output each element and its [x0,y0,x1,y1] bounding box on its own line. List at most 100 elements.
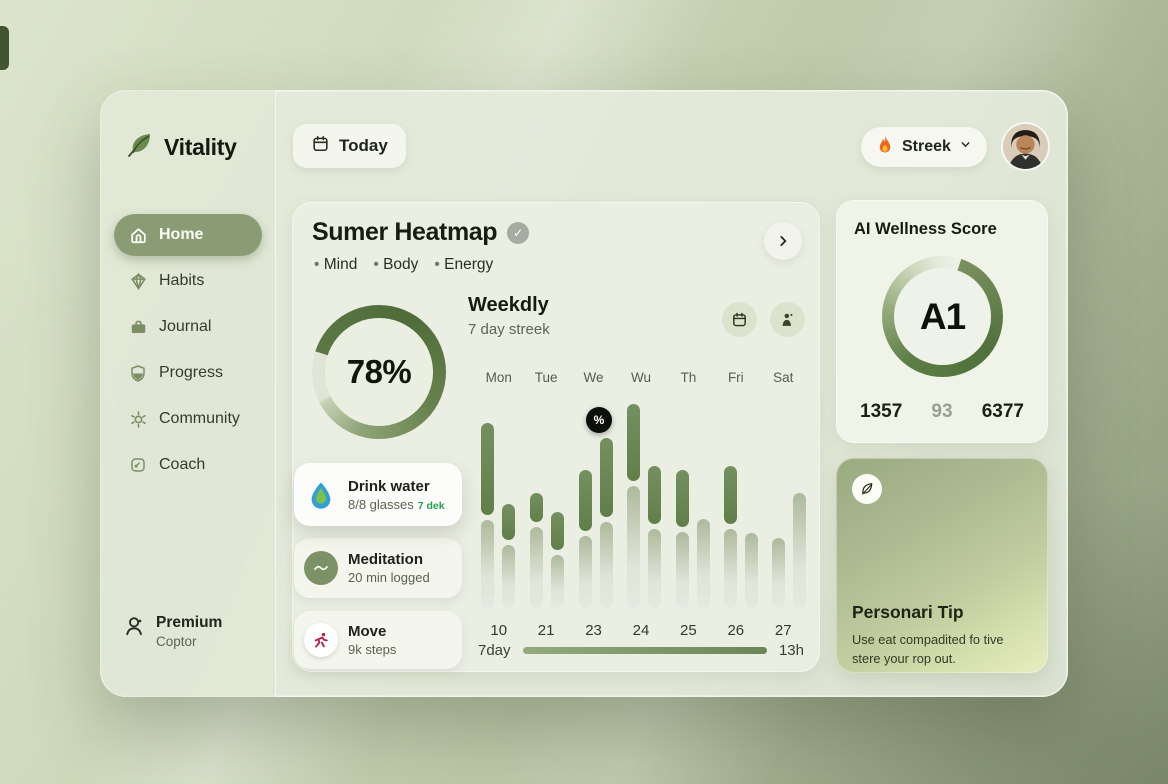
calendar-icon [311,134,330,158]
score-title: AI Wellness Score [854,220,997,238]
day-label: Th [680,370,697,385]
day-label: Tue [534,370,558,385]
runner-icon [304,623,338,657]
sidebar-item-label: Journal [159,318,212,335]
chart-bar [676,470,689,527]
tip-title: Personari Tip [852,602,964,622]
tip-leaf-icon [852,474,882,504]
brand: Vitality [126,130,237,165]
avatar[interactable] [1003,124,1048,169]
heatmap-card: Sumer Heatmap ✓ Mind Body Energy 78% Wee… [292,202,820,672]
chevron-down-icon [959,138,972,156]
weekly-progress-ring: 78% [312,305,446,439]
premium-link[interactable]: Premium Coptor [124,614,222,649]
sidebar-item-journal[interactable]: Journal [114,306,262,348]
sidebar-item-habits[interactable]: Habits [114,260,262,302]
chart-bar [793,493,806,608]
chart-footer: 7day 13h [478,642,804,659]
chart-bar [481,423,494,515]
habit-text: Drink water 8/8 glasses 7 dek [348,478,445,512]
today-button[interactable]: Today [293,124,406,168]
chart-bar [551,512,564,550]
day-label: Fri [727,370,744,385]
flame-icon [876,135,894,160]
weekly-header: Weekdly 7 day streek [468,294,550,338]
bar-chart: % [475,398,807,610]
streak-label: Streek [902,138,951,155]
sidebar: Vitality Home Habits Journal [100,90,276,697]
sidebar-item-coach[interactable]: Coach [114,444,262,486]
chart-bar [772,538,785,608]
chart-bar [627,486,640,608]
habit-title: Move [348,623,387,640]
chart-bar [648,466,661,524]
day-label: Sat [773,370,794,385]
premium-title: Premium [156,614,223,631]
axis-number: 27 [774,622,792,639]
chart-bar [530,493,543,522]
day-label: Mon [485,370,512,385]
score-stats: 1357 93 6377 [836,401,1048,423]
axis-number: 25 [680,622,697,639]
sidebar-item-label: Habits [159,272,205,289]
sidebar-item-label: Progress [159,364,224,381]
habit-title: Drink water [348,477,430,495]
habit-text: Move 9k steps [348,623,396,657]
chart-bar [745,533,758,608]
streak-dropdown[interactable]: Streek [861,127,987,167]
chart-bar [697,519,710,608]
wellness-score-card: AI Wellness Score A1 1357 93 6377 [836,200,1048,443]
chart-bar [600,522,613,608]
habit-card-move[interactable]: Move 9k steps [294,611,462,669]
chart-bar [502,545,515,608]
heatmap-title: Sumer Heatmap [312,218,498,246]
chart-bar [600,438,613,517]
habit-title: Meditation [348,551,423,568]
sidebar-item-home[interactable]: Home [114,214,262,256]
axis-number: 21 [537,622,555,639]
heatmap-title-row: Sumer Heatmap ✓ [312,218,530,247]
coach-icon [128,456,148,474]
chart-bar [481,520,494,608]
chart-bar [724,529,737,608]
chart-bar [502,504,515,540]
chart-bar [579,470,592,531]
footer-right-label: 13h [778,642,804,659]
habit-subtitle: 9k steps [348,642,397,657]
chart-bar [724,466,737,524]
verified-badge-icon[interactable]: ✓ [507,221,530,244]
meditation-wave-icon [304,551,338,585]
day-labels-row: Mon Tue We Wu Th Fri Sat [475,370,807,385]
habit-subtitle: 8/8 glasses 7 dek [348,496,445,512]
chart-bar [551,555,564,608]
home-icon [128,226,148,245]
axis-number: 23 [585,622,602,639]
streak-progress-line [522,647,767,654]
gear-icon [128,410,148,429]
briefcase-icon [128,318,148,337]
weekly-percent: 78% [346,353,412,390]
habit-card-meditation[interactable]: Meditation 20 min logged [294,538,462,598]
chart-title: Weekdly [468,294,549,316]
habit-card-drink-water[interactable]: Drink water 8/8 glasses 7 dek [294,463,462,526]
person-circle-button[interactable] [770,302,805,337]
stat-value: 6377 [981,401,1024,422]
sidebar-item-label: Home [159,226,204,243]
user-icon [124,614,146,643]
tip-body: Use eat compadited fo tive stere your ro… [852,632,1004,667]
axis-number: 26 [727,622,745,639]
next-button[interactable] [764,222,802,260]
habit-badge: 7 dek [417,499,445,512]
sidebar-item-community[interactable]: Community [114,398,262,440]
chart-bar [627,404,640,481]
chart-bar [530,527,543,608]
personal-tip-card: Personari Tip Use eat compadited fo tive… [836,458,1048,673]
percent-badge[interactable]: % [586,407,612,433]
chart-bar [676,532,689,608]
gem-icon [128,272,148,291]
calendar-circle-button[interactable] [722,302,757,337]
sidebar-item-progress[interactable]: Progress [114,352,262,394]
background-accent [0,26,9,70]
shield-icon [128,364,148,383]
water-drop-icon [304,478,338,512]
